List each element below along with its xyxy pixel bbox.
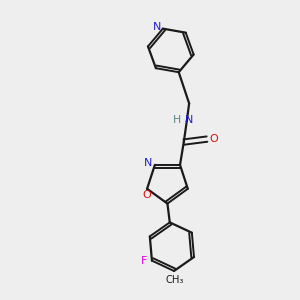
Text: N: N: [144, 158, 152, 168]
Text: H: H: [173, 115, 182, 125]
Text: O: O: [209, 134, 218, 144]
Text: O: O: [142, 190, 151, 200]
Text: N: N: [153, 22, 162, 32]
Text: N: N: [185, 115, 193, 125]
Text: CH₃: CH₃: [165, 275, 184, 286]
Text: F: F: [140, 256, 147, 266]
